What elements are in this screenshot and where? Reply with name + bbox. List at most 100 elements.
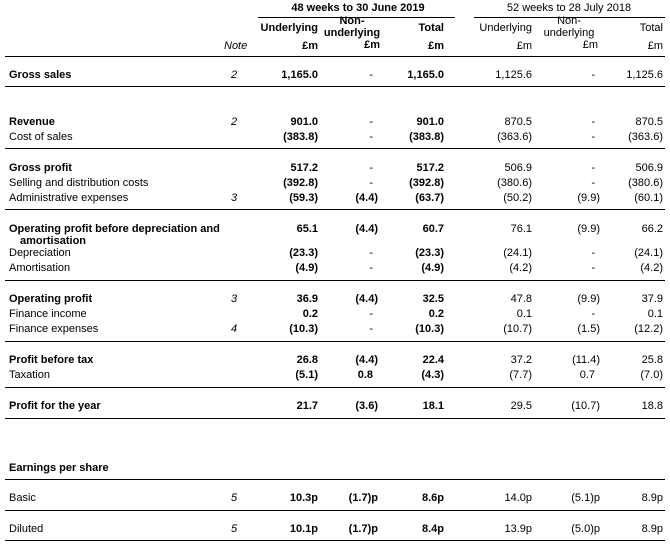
row-label: Profit before tax <box>9 354 94 366</box>
cell-nonunderlying-current: - <box>369 323 373 335</box>
cell-total-prior: 0.1 <box>647 308 663 320</box>
row-note: 2 <box>231 116 238 128</box>
cell-underlying-prior: 37.2 <box>510 354 532 366</box>
row-label: Diluted <box>9 523 44 535</box>
cell-total-prior: 25.8 <box>641 354 663 366</box>
cell-underlying-current: 1,165.0 <box>281 69 318 81</box>
cell-total-prior: (60.1) <box>634 192 663 204</box>
cell-total-prior: 8.9p <box>641 523 663 535</box>
cell-underlying-prior: 47.8 <box>510 293 532 305</box>
cell-underlying-prior: 29.5 <box>510 400 532 412</box>
cell-total-current: (63.7) <box>415 192 444 204</box>
cell-underlying-current: 0.2 <box>302 308 318 320</box>
cell-total-current: 8.6p <box>421 492 444 504</box>
cell-nonunderlying-current: (4.4) <box>355 293 378 305</box>
row-label: Operating profit before depreciation and <box>9 223 220 235</box>
cell-underlying-prior: (50.2) <box>503 192 532 204</box>
col-header-nonunderlying-prior-line1: Non- <box>557 15 581 27</box>
cell-nonunderlying-current: (1.7)p <box>348 523 378 535</box>
cell-underlying-prior: (24.1) <box>503 247 532 259</box>
cell-underlying-prior: 506.9 <box>504 162 532 174</box>
col-header-nonunderlying-current-line1: Non- <box>339 15 365 27</box>
cell-underlying-current: 21.7 <box>296 400 318 412</box>
rule-cost-of-sales <box>5 148 665 149</box>
col-header-total-current: Total <box>418 22 444 34</box>
col-header-nonunderlying-current-line2: underlying <box>323 27 381 39</box>
cell-nonunderlying-prior: - <box>591 69 595 81</box>
col-header-nonunderlying-current: Non- underlying £m <box>318 15 386 51</box>
cell-total-prior: (380.6) <box>628 177 663 189</box>
rule-admin-expenses <box>5 209 665 210</box>
cell-total-prior: 1,125.6 <box>626 69 663 81</box>
cell-nonunderlying-current: - <box>369 308 373 320</box>
rule-amortisation <box>5 280 665 281</box>
col-header-underlying-current: Underlying <box>260 22 318 34</box>
cell-underlying-prior: 0.1 <box>516 308 532 320</box>
cell-underlying-current: (23.3) <box>289 247 318 259</box>
cell-total-prior: 66.2 <box>641 223 663 235</box>
cell-total-prior: (24.1) <box>634 247 663 259</box>
cell-underlying-prior: (4.2) <box>509 262 532 274</box>
cell-nonunderlying-current: - <box>369 262 373 274</box>
cell-underlying-current: (10.3) <box>289 323 318 335</box>
col-header-nonunderlying-prior-line2: underlying <box>543 27 595 39</box>
row-label: Taxation <box>9 369 50 381</box>
cell-total-current: 1,165.0 <box>407 69 444 81</box>
cell-nonunderlying-prior: (11.4) <box>572 354 600 366</box>
row-label: Selling and distribution costs <box>9 177 149 189</box>
cell-nonunderlying-current: (4.4) <box>355 192 378 204</box>
col-header-nonunderlying-current-unit: £m <box>364 39 380 51</box>
cell-total-prior: 870.5 <box>635 116 663 128</box>
cell-total-current: (4.3) <box>421 369 444 381</box>
row-note: 2 <box>231 69 238 81</box>
cell-nonunderlying-current: (3.6) <box>355 400 378 412</box>
rule-header-bottom <box>5 56 665 57</box>
cell-nonunderlying-current: - <box>369 131 373 143</box>
cell-total-current: (392.8) <box>409 177 444 189</box>
cell-nonunderlying-current: (1.7)p <box>348 492 378 504</box>
cell-underlying-current: 901.0 <box>290 116 318 128</box>
cell-nonunderlying-prior: (9.9) <box>577 223 600 235</box>
cell-total-current: 22.4 <box>422 354 444 366</box>
cell-nonunderlying-current: 0.8 <box>357 369 373 381</box>
rule-gross-sales <box>5 86 665 87</box>
cell-total-current: 32.5 <box>422 293 444 305</box>
col-header-unit-total-current: £m <box>428 40 444 52</box>
cell-underlying-current: (392.8) <box>283 177 318 189</box>
row-label: Basic <box>9 492 36 504</box>
cell-underlying-current: 10.1p <box>289 523 318 535</box>
cell-underlying-prior: (7.7) <box>509 369 532 381</box>
row-label: Depreciation <box>9 247 71 259</box>
cell-underlying-current: (383.8) <box>283 131 318 143</box>
row-note: 4 <box>231 323 238 335</box>
rule-finance-expenses <box>5 341 665 342</box>
cell-underlying-current: 26.8 <box>296 354 318 366</box>
cell-total-current: 517.2 <box>416 162 444 174</box>
cell-underlying-prior: 1,125.6 <box>495 69 532 81</box>
cell-total-prior: 37.9 <box>641 293 663 305</box>
cell-total-current: (23.3) <box>415 247 444 259</box>
cell-underlying-current: 36.9 <box>296 293 318 305</box>
header-period-current: 48 weeks to 30 June 2019 <box>291 2 425 14</box>
cell-total-prior: 506.9 <box>635 162 663 174</box>
row-label: Gross sales <box>9 69 72 81</box>
cell-nonunderlying-prior: (10.7) <box>571 400 600 412</box>
cell-nonunderlying-prior: - <box>591 131 595 143</box>
row-label: Amortisation <box>9 262 71 274</box>
cell-underlying-current: (5.1) <box>295 369 318 381</box>
cell-total-prior: 18.8 <box>641 400 663 412</box>
row-label: Administrative expenses <box>9 192 129 204</box>
cell-underlying-prior: 14.0p <box>504 492 532 504</box>
rule-taxation <box>5 387 665 388</box>
cell-total-prior: (4.2) <box>640 262 663 274</box>
cell-total-current: 60.7 <box>422 223 444 235</box>
cell-nonunderlying-prior: 0.7 <box>579 369 595 381</box>
cell-nonunderlying-current: - <box>369 162 373 174</box>
cell-nonunderlying-prior: - <box>591 162 595 174</box>
cell-underlying-current: (4.9) <box>295 262 318 274</box>
cell-nonunderlying-prior: - <box>591 247 595 259</box>
cell-underlying-prior: (10.7) <box>503 323 532 335</box>
col-header-unit-total-prior: £m <box>647 40 663 52</box>
cell-nonunderlying-current: (4.4) <box>355 354 378 366</box>
cell-underlying-current: 517.2 <box>290 162 318 174</box>
